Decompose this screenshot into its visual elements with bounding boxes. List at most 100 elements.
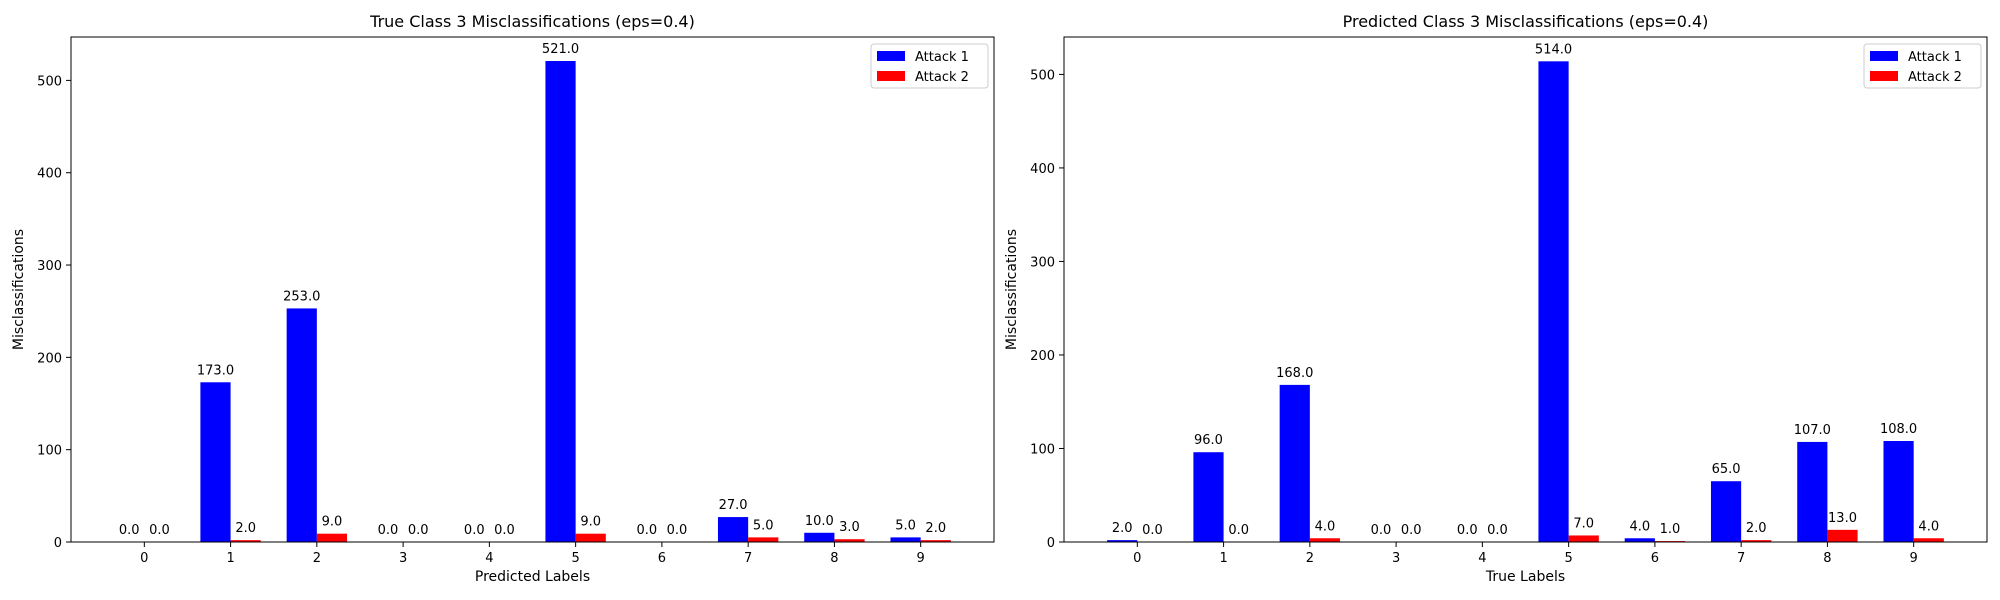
bar-value-label: 173.0 [197, 363, 234, 378]
y-tick-label: 400 [37, 167, 62, 182]
x-tick-label: 9 [917, 551, 925, 566]
bar-value-label: 13.0 [1828, 511, 1857, 526]
bar-value-label: 27.0 [719, 498, 748, 513]
bar-attack-1 [1797, 441, 1828, 542]
bar-attack-1 [200, 382, 231, 542]
x-tick-label: 1 [1219, 551, 1227, 566]
x-tick-label: 4 [485, 551, 493, 566]
y-tick-label: 400 [1030, 162, 1055, 177]
y-tick-label: 100 [37, 444, 62, 459]
x-tick-label: 8 [830, 551, 838, 566]
x-tick-label: 0 [1133, 551, 1141, 566]
bar-value-label: 7.0 [1573, 516, 1594, 531]
y-tick-label: 0 [54, 536, 62, 551]
y-tick-label: 500 [37, 74, 62, 89]
bar-value-label: 0.0 [1228, 523, 1249, 538]
y-tick-label: 100 [1030, 442, 1055, 457]
x-tick-label: 3 [1392, 551, 1400, 566]
bar-attack-2 [834, 539, 865, 542]
bar-value-label: 107.0 [1794, 423, 1831, 438]
bar-attack-2 [316, 533, 348, 542]
bar-attack-1 [545, 61, 576, 542]
plot-frame [1063, 36, 1988, 543]
bar-attack-2 [1827, 529, 1858, 542]
x-tick-label: 9 [1910, 551, 1918, 566]
bar-attack-1 [1193, 452, 1224, 542]
legend-swatch [877, 71, 905, 81]
bar-attack-1 [1279, 384, 1310, 542]
bar-value-label: 0.0 [149, 523, 170, 538]
y-tick-label: 300 [37, 259, 62, 274]
bar-attack-1 [1883, 441, 1914, 542]
x-tick-label: 7 [744, 551, 752, 566]
bar-attack-2 [1741, 540, 1772, 542]
bar-attack-2 [920, 540, 951, 542]
bar-value-label: 4.0 [1918, 519, 1939, 534]
bar-value-label: 9.0 [580, 515, 601, 530]
legend-swatch [877, 51, 905, 61]
bar-value-label: 0.0 [1487, 523, 1508, 538]
x-tick-label: 2 [313, 551, 321, 566]
bar-value-label: 2.0 [235, 521, 256, 536]
bar-value-label: 0.0 [119, 523, 140, 538]
bar-attack-1 [1624, 538, 1655, 542]
bar-value-label: 0.0 [1401, 523, 1422, 538]
x-tick-label: 1 [226, 551, 234, 566]
bar-value-label: 0.0 [408, 523, 429, 538]
bar-value-label: 0.0 [378, 523, 399, 538]
x-axis-label: True Labels [1485, 569, 1565, 585]
bar-value-label: 2.0 [925, 521, 946, 536]
bar-value-label: 0.0 [1457, 523, 1478, 538]
bar-value-label: 5.0 [895, 518, 916, 533]
y-tick-label: 200 [37, 351, 62, 366]
bar-value-label: 9.0 [322, 515, 343, 530]
bar-attack-2 [748, 537, 779, 542]
bar-value-label: 0.0 [1371, 523, 1392, 538]
x-tick-label: 3 [399, 551, 407, 566]
y-axis-label: Misclassifications [11, 229, 27, 350]
bar-value-label: 1.0 [1660, 522, 1681, 537]
y-tick-label: 0 [1047, 536, 1055, 551]
y-axis-label: Misclassifications [1004, 229, 1020, 350]
bar-value-label: 253.0 [283, 289, 320, 304]
bar-attack-1 [1710, 481, 1742, 542]
x-tick-label: 5 [1564, 551, 1572, 566]
bar-attack-2 [575, 533, 606, 542]
bar-attack-1 [804, 532, 835, 542]
legend: Attack 1 Attack 2 [1863, 43, 1982, 89]
y-tick-label: 300 [1030, 255, 1055, 270]
bar-attack-2 [230, 540, 261, 542]
x-tick-label: 8 [1823, 551, 1831, 566]
x-tick-label: 6 [658, 551, 666, 566]
bar-value-label: 0.0 [494, 523, 515, 538]
bar-attack-2 [1568, 535, 1599, 542]
legend-label: Attack 1 [915, 50, 969, 65]
legend-label: Attack 2 [915, 70, 969, 85]
x-tick-label: 6 [1651, 551, 1659, 566]
chart-title: Predicted Class 3 Misclassifications (ep… [1343, 12, 1709, 31]
plot-frame [70, 36, 995, 543]
bar-value-label: 514.0 [1535, 42, 1572, 57]
bar-value-label: 96.0 [1194, 433, 1223, 448]
x-tick-label: 7 [1737, 551, 1745, 566]
bar-value-label: 0.0 [1142, 523, 1163, 538]
legend-swatch [1870, 51, 1898, 61]
bar-value-label: 2.0 [1112, 521, 1133, 536]
bar-attack-1 [717, 517, 749, 542]
x-tick-label: 0 [140, 551, 148, 566]
bar-value-label: 4.0 [1629, 519, 1650, 534]
y-tick-label: 500 [1030, 68, 1055, 83]
chart-true-class-3: True Class 3 Misclassifications (eps=0.4… [11, 12, 995, 585]
x-tick-label: 5 [571, 551, 579, 566]
bar-value-label: 2.0 [1746, 521, 1767, 536]
bar-value-label: 5.0 [753, 518, 774, 533]
bar-attack-1 [1107, 540, 1138, 542]
bar-attack-1 [1538, 61, 1569, 542]
legend-label: Attack 1 [1908, 50, 1962, 65]
bar-attack-2 [1309, 538, 1341, 542]
legend-label: Attack 2 [1908, 70, 1962, 85]
bar-attack-1 [890, 537, 921, 542]
bar-value-label: 10.0 [805, 514, 834, 529]
y-tick-label: 200 [1030, 349, 1055, 364]
